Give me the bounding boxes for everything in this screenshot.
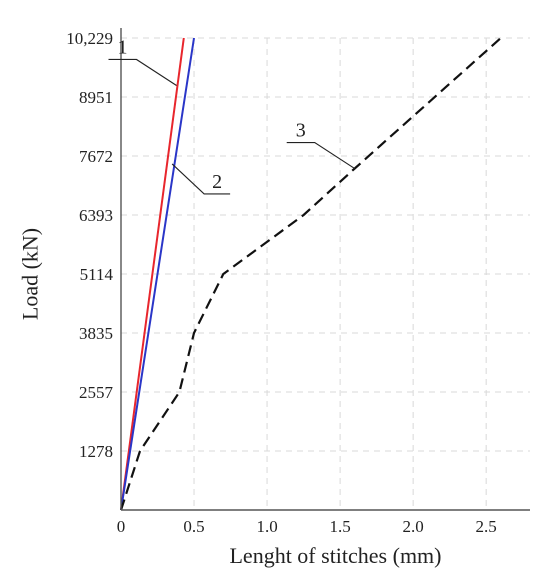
series-label-2: 2 [212, 171, 222, 193]
y-tick-label: 1278 [79, 442, 113, 461]
axes [120, 28, 530, 511]
series-line-3 [119, 37, 502, 511]
y-tick-label: 2557 [79, 383, 114, 402]
series-callouts: 1 2 3 [108, 36, 356, 195]
series-line-1 [120, 37, 185, 511]
y-tick-label: 3835 [79, 324, 113, 343]
callout-leader-3 [286, 141, 356, 170]
callout-leader-2 [171, 163, 231, 195]
y-tick-label: 7672 [79, 147, 113, 166]
x-tick-label: 0.5 [183, 517, 204, 536]
y-axis-title: Load (kN) [18, 228, 43, 320]
y-tick-label: 6393 [79, 206, 113, 225]
x-tick-label: 1.5 [329, 517, 350, 536]
x-tick-label: 2.0 [403, 517, 424, 536]
grid [121, 37, 530, 510]
x-axis-title: Lenght of stitches (mm) [229, 543, 441, 568]
series-line-2 [120, 37, 195, 511]
series-label-3: 3 [296, 120, 306, 142]
series-lines [119, 37, 502, 511]
y-tick-label: 10,229 [66, 29, 113, 48]
y-tick-label: 5114 [80, 265, 114, 284]
x-tick-label: 0 [117, 517, 126, 536]
x-tick-label: 2.5 [476, 517, 497, 536]
x-tick-label: 1.0 [256, 517, 277, 536]
y-tick-labels: 1278 2557 3835 5114 6393 7672 8951 10,229 [66, 29, 113, 461]
callout-leader-1 [108, 58, 177, 86]
x-tick-labels: 0 0.5 1.0 1.5 2.0 2.5 [117, 517, 497, 536]
series-label-1: 1 [118, 36, 128, 58]
y-tick-label: 8951 [79, 88, 113, 107]
